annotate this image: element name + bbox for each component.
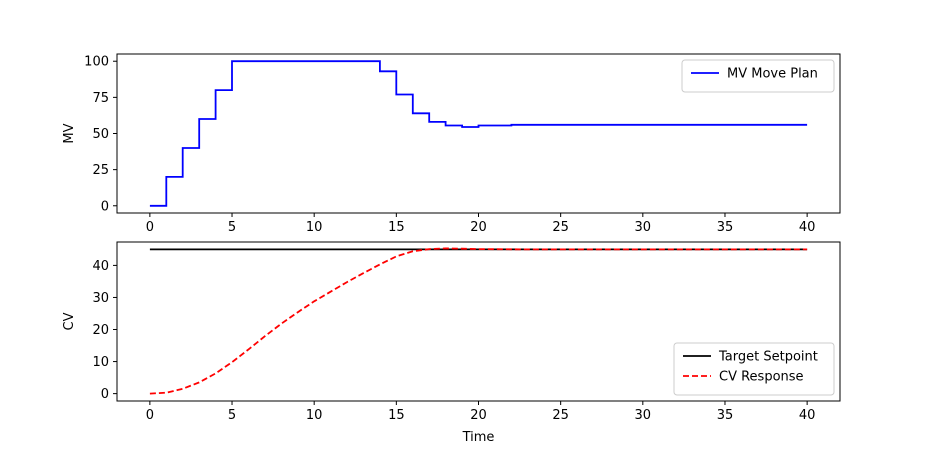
y-axis-label-2: CV [62, 312, 77, 330]
x-tick-label: 15 [388, 408, 405, 423]
legend-label: MV Move Plan [727, 67, 818, 82]
x-tick-label: 30 [635, 408, 652, 423]
legend-label: Target Setpoint [718, 350, 818, 365]
x-tick-label: 20 [470, 220, 487, 235]
series-line-2-2 [149, 247, 808, 395]
axes-1: 0 5 10 15 20 25 30 35 40 0 25 50 75 100 MV MV Move Plan [62, 53, 841, 235]
y-tick-label: 0 [101, 199, 109, 214]
x-tick-label: 25 [552, 408, 569, 423]
x-tick-label: 10 [306, 220, 323, 235]
x-tick-label: 10 [306, 408, 323, 423]
x-tick-label: 15 [388, 220, 405, 235]
legend-label: CV Response [719, 370, 804, 385]
x-tick-label: 0 [146, 220, 154, 235]
x-tick-label: 5 [228, 220, 236, 235]
legend-1: MV Move Plan [681, 59, 835, 93]
x-tick-label: 40 [799, 408, 816, 423]
y-tick-label: 25 [92, 163, 109, 178]
legend-2: Target Setpoint CV Response [673, 342, 835, 396]
x-tick-label: 5 [228, 408, 236, 423]
y-tick-label: 10 [92, 355, 109, 370]
x-axis-label-2: Time [462, 430, 495, 445]
axes-2: 0 5 10 15 20 25 30 35 40 0 10 20 30 40 CV Time Target Se… [62, 241, 841, 445]
y-tick-label: 100 [84, 55, 109, 70]
series-line-1-1 [149, 60, 808, 207]
y-tick-label: 20 [92, 323, 109, 338]
y-tick-label: 0 [101, 387, 109, 402]
x-tick-label: 25 [552, 220, 569, 235]
x-tick-label: 20 [470, 408, 487, 423]
x-tick-label: 40 [799, 220, 816, 235]
legend-frame [673, 342, 835, 396]
x-tick-label: 35 [717, 220, 734, 235]
y-tick-label: 75 [92, 91, 109, 106]
y-tick-label: 30 [92, 291, 109, 306]
x-tick-label: 30 [635, 220, 652, 235]
x-tick-label: 35 [717, 408, 734, 423]
y-tick-label: 50 [92, 127, 109, 142]
legend-frame [681, 59, 835, 93]
y-tick-label: 40 [92, 259, 109, 274]
x-tick-label: 0 [146, 408, 154, 423]
y-axis-label-1: MV [62, 123, 77, 143]
